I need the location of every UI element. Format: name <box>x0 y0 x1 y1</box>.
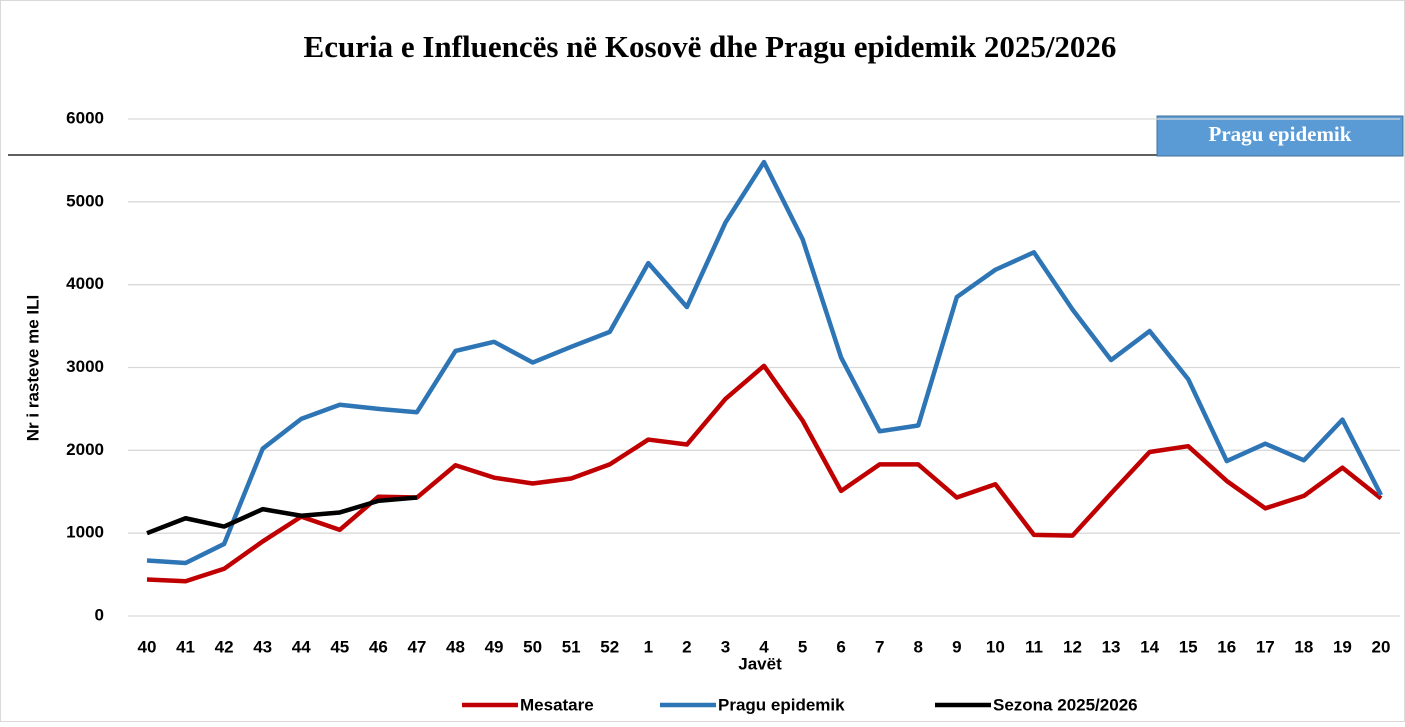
x-tick-label: 46 <box>369 637 388 656</box>
annotation-box <box>1156 115 1404 157</box>
x-tick-label: 2 <box>682 637 691 656</box>
y-tick-label: 1000 <box>66 523 104 542</box>
x-tick-label: 42 <box>215 637 234 656</box>
x-tick-label: 10 <box>986 637 1005 656</box>
x-tick-label: 50 <box>523 637 542 656</box>
y-tick-label: 3000 <box>66 357 104 376</box>
x-tick-label: 40 <box>138 637 157 656</box>
x-tick-label: 43 <box>253 637 272 656</box>
y-tick-label: 4000 <box>66 274 104 293</box>
x-tick-label: 44 <box>292 637 311 656</box>
x-tick-label: 17 <box>1256 637 1275 656</box>
x-tick-label: 13 <box>1102 637 1121 656</box>
x-tick-label: 6 <box>836 637 845 656</box>
annotation: Pragu epidemik <box>1209 122 1352 146</box>
x-tick-label: 18 <box>1294 637 1313 656</box>
series-line <box>146 495 418 536</box>
x-tick-label: 8 <box>914 637 923 656</box>
x-tick-label: 19 <box>1333 637 1352 656</box>
lines <box>146 159 1384 584</box>
series-line <box>146 159 1384 566</box>
legend-label: Mesatare <box>520 695 594 714</box>
x-tick-label: 5 <box>798 637 807 656</box>
x-tick-label: 20 <box>1372 637 1391 656</box>
x-tick-label: 4 <box>759 637 769 656</box>
y-tick-label: 6000 <box>66 108 104 127</box>
x-tick-label: 7 <box>875 637 884 656</box>
x-tick-label: 41 <box>176 637 195 656</box>
legend-label: Pragu epidemik <box>718 695 845 714</box>
x-tick-label: 1 <box>644 637 653 656</box>
y-tick-label: 5000 <box>66 191 104 210</box>
series-line <box>146 363 1383 584</box>
chart-title: Ecuria e Influencës në Kosovë dhe Pragu … <box>304 29 1117 64</box>
x-tick-label: 51 <box>562 637 581 656</box>
legend-label: Sezona 2025/2026 <box>993 695 1138 714</box>
y-tick-label: 2000 <box>66 440 104 459</box>
x-tick-label: 11 <box>1025 637 1043 656</box>
x-tick-label: 15 <box>1179 637 1198 656</box>
x-tick-label: 52 <box>600 637 619 656</box>
x-tick-label: 45 <box>330 637 349 656</box>
x-tick-label: 12 <box>1063 637 1082 656</box>
x-tick-label: 16 <box>1217 637 1236 656</box>
x-tick-label: 9 <box>952 637 961 656</box>
x-tick-label: 14 <box>1140 637 1159 656</box>
x-tick-label: 3 <box>721 637 730 656</box>
y-tick-label: 0 <box>95 605 104 624</box>
x-tick-label: 47 <box>407 637 426 656</box>
x-tick-label: 49 <box>485 637 504 656</box>
x-tick-label: 48 <box>446 637 465 656</box>
x-axis-label: Javët <box>738 654 782 673</box>
y-axis-label: Nr i rasteve me ILI <box>23 295 42 441</box>
